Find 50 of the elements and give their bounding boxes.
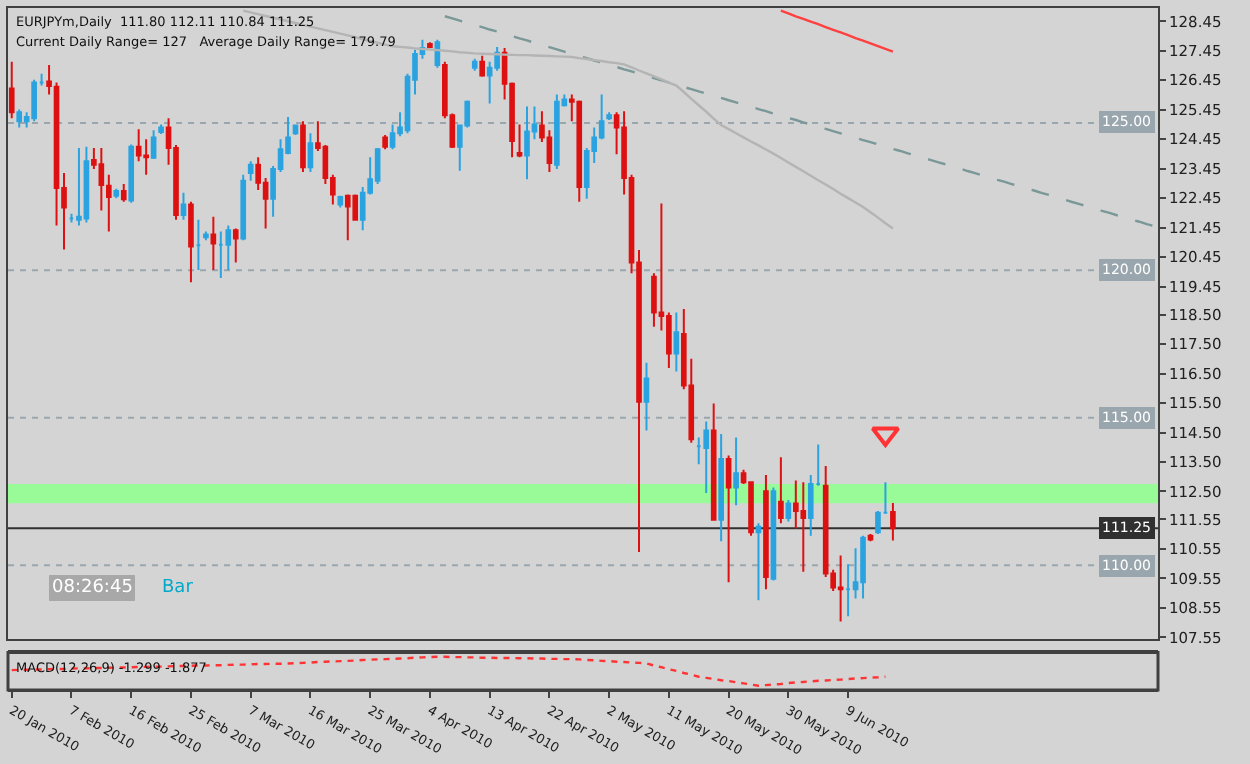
candlestick: [524, 105, 530, 181]
candlestick: [516, 123, 523, 159]
candlestick: [479, 54, 486, 78]
candlestick: [188, 200, 194, 284]
candlestick: [427, 41, 433, 50]
candlestick: [800, 481, 807, 573]
candlestick: [16, 108, 23, 129]
candlestick: [83, 145, 90, 224]
candlestick: [785, 499, 792, 523]
candlestick: [837, 554, 844, 623]
candlestick: [344, 193, 351, 242]
candlestick: [218, 230, 224, 280]
candlestick: [240, 173, 247, 242]
candlestick: [554, 93, 560, 170]
candlestick: [703, 420, 710, 494]
candlestick: [203, 230, 209, 242]
candlestick: [576, 99, 583, 203]
candlestick: [210, 215, 217, 272]
annotation: Bar: [162, 578, 194, 598]
candlestick: [778, 456, 784, 525]
candlestick: [763, 473, 769, 591]
candlestick: [76, 147, 82, 227]
line-series: [443, 15, 1156, 228]
candlestick: [307, 132, 314, 173]
candlestick: [195, 218, 202, 272]
candlestick: [337, 194, 344, 209]
candlestick: [755, 522, 762, 602]
candlestick: [673, 311, 680, 373]
candlestick: [643, 361, 650, 432]
candlestick: [890, 501, 896, 542]
candlestick: [247, 160, 254, 182]
candlestick: [225, 224, 232, 272]
candlestick: [8, 60, 15, 120]
annotation: 08:26:45: [52, 578, 133, 598]
candlestick: [128, 143, 135, 204]
candlestick: [300, 120, 306, 173]
candlestick: [31, 78, 37, 123]
candlestick: [718, 432, 724, 543]
candlestick: [860, 534, 866, 600]
candlestick: [382, 134, 388, 151]
candlestick: [710, 402, 717, 521]
candlestick: [150, 129, 157, 160]
candlestick: [232, 227, 239, 264]
candlestick: [120, 182, 127, 203]
candlestick: [725, 454, 732, 584]
candlestick: [733, 436, 739, 507]
line-series: [779, 9, 895, 53]
candlestick: [113, 187, 120, 200]
candlestick: [471, 57, 478, 72]
candlestick: [180, 191, 187, 221]
